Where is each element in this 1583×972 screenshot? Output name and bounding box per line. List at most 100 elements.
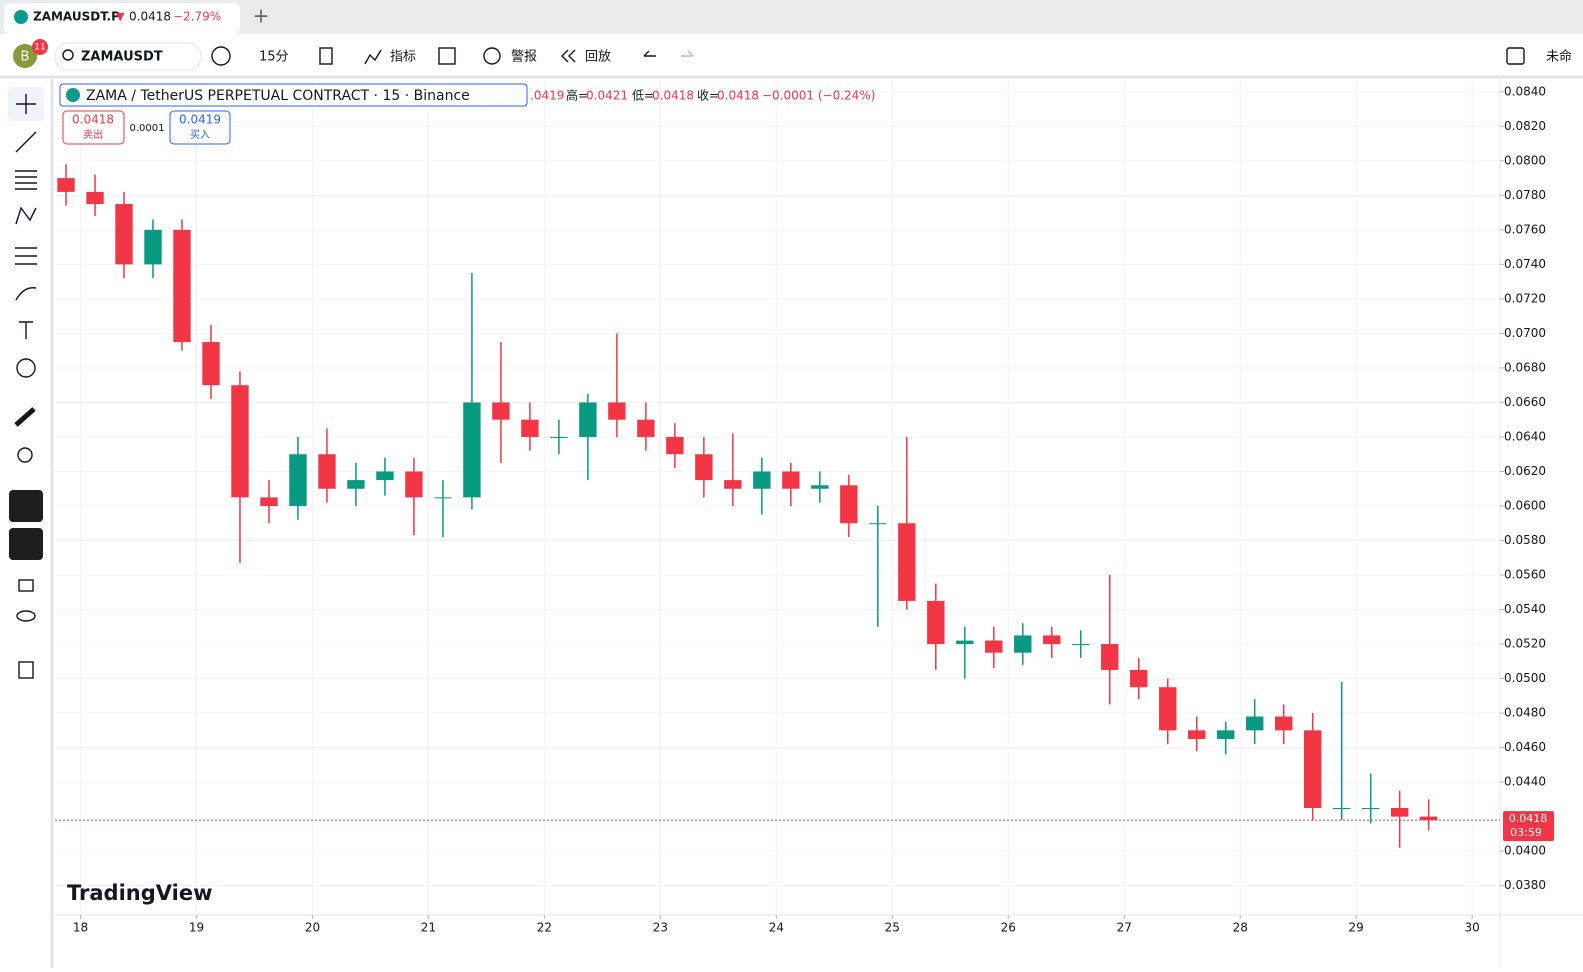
candle-body bbox=[753, 471, 771, 489]
x-tick-label: 27 bbox=[1117, 921, 1132, 935]
y-tick-label: 0.0500 bbox=[1504, 671, 1546, 685]
y-tick-label: 0.0820 bbox=[1504, 119, 1546, 133]
candle-body bbox=[1188, 730, 1206, 739]
tab-logo bbox=[14, 10, 28, 24]
x-tick-label: 19 bbox=[189, 921, 204, 935]
y-tick-label: 0.0840 bbox=[1504, 84, 1546, 98]
y-tick-label: 0.0660 bbox=[1504, 395, 1546, 409]
candle-body bbox=[521, 419, 539, 437]
legend-high: 0.0421 bbox=[586, 89, 628, 103]
buy-button[interactable] bbox=[169, 110, 231, 145]
last-price-tag bbox=[1503, 811, 1554, 842]
magnet-button[interactable] bbox=[9, 490, 43, 522]
y-tick-label: 0.0760 bbox=[1504, 222, 1546, 236]
y-tick-label: 0.0620 bbox=[1504, 464, 1546, 478]
candle-body bbox=[463, 402, 481, 498]
candle-body bbox=[260, 497, 278, 506]
y-tick-label: 0.0640 bbox=[1504, 429, 1546, 443]
x-tick-label: 22 bbox=[537, 921, 552, 935]
text-button[interactable] bbox=[19, 321, 33, 339]
compare-button[interactable] bbox=[211, 46, 231, 66]
candle-body bbox=[376, 471, 394, 481]
x-tick-label: 20 bbox=[305, 921, 320, 935]
spread: 0.0001 bbox=[130, 123, 165, 134]
indicators-button[interactable]: 指标 bbox=[390, 50, 416, 65]
layouts-button[interactable] bbox=[438, 47, 456, 65]
y-tick-label: 0.0560 bbox=[1504, 568, 1546, 582]
sell-button[interactable] bbox=[62, 110, 125, 145]
candle-body bbox=[550, 436, 568, 438]
hide-button[interactable] bbox=[16, 610, 36, 622]
tab[interactable] bbox=[4, 3, 240, 34]
legend-box[interactable] bbox=[59, 83, 528, 107]
pattern-button[interactable] bbox=[15, 206, 37, 225]
candle-body bbox=[1101, 644, 1119, 670]
undo-button[interactable] bbox=[643, 50, 656, 57]
candle-body bbox=[347, 480, 365, 489]
y-tick-label: 0.0700 bbox=[1504, 326, 1546, 340]
chart-type-button[interactable] bbox=[319, 47, 333, 65]
candle-body bbox=[1217, 730, 1235, 739]
legend-open: .0419 bbox=[530, 89, 564, 103]
y-tick-label: 0.0740 bbox=[1504, 257, 1546, 271]
grid bbox=[55, 78, 1500, 915]
candle-body bbox=[1043, 635, 1061, 645]
delete-button[interactable] bbox=[18, 661, 34, 679]
candle-body bbox=[231, 385, 249, 498]
candle-body bbox=[869, 523, 887, 525]
tab-arrow: ▼ bbox=[116, 10, 125, 23]
y-tick-label: 0.0460 bbox=[1504, 740, 1546, 754]
avatar[interactable] bbox=[13, 44, 37, 68]
x-tick-label: 23 bbox=[653, 921, 668, 935]
buy-label: 买入 bbox=[190, 129, 210, 141]
candle-body bbox=[1361, 808, 1380, 810]
candle-body bbox=[434, 497, 452, 499]
candle-body bbox=[579, 402, 597, 437]
replay-icon bbox=[561, 49, 576, 63]
candle-body bbox=[1072, 644, 1090, 646]
top-toolbar bbox=[0, 34, 1583, 76]
symbol-search[interactable] bbox=[54, 42, 202, 71]
candle-body bbox=[202, 342, 220, 386]
tab-change: −2.79% bbox=[173, 10, 221, 24]
legend-logo bbox=[66, 88, 80, 102]
interval-button[interactable]: 15分 bbox=[259, 50, 289, 65]
x-tick-label: 21 bbox=[421, 921, 436, 935]
candle-body bbox=[927, 600, 945, 645]
zoom-button[interactable] bbox=[17, 447, 33, 463]
crosshair-icon bbox=[16, 94, 36, 114]
alert-button[interactable]: 警报 bbox=[511, 49, 537, 65]
y-tick-label: 0.0780 bbox=[1504, 188, 1546, 202]
y-tick-label: 0.0540 bbox=[1504, 602, 1546, 616]
sell-label: 卖出 bbox=[83, 128, 103, 141]
emoji-button[interactable] bbox=[16, 358, 36, 378]
layout-name[interactable]: 未命 bbox=[1546, 49, 1572, 65]
redo-button[interactable] bbox=[681, 50, 694, 57]
y-tick-label: 0.0720 bbox=[1504, 291, 1546, 305]
x-tick-label: 28 bbox=[1233, 921, 1248, 935]
brush-button[interactable] bbox=[15, 287, 37, 301]
fib-button[interactable] bbox=[15, 170, 37, 190]
candle-body bbox=[173, 229, 191, 343]
fullscreen-button[interactable] bbox=[1506, 47, 1525, 65]
forecast-button[interactable] bbox=[15, 247, 37, 265]
stay-drawing-button[interactable] bbox=[9, 528, 43, 560]
legend-low-label: 低= bbox=[632, 89, 654, 103]
replay-button[interactable]: 回放 bbox=[585, 50, 611, 65]
last-price-label: 0.0418 bbox=[1509, 812, 1548, 825]
candle-body bbox=[811, 485, 829, 489]
candle-body bbox=[1246, 716, 1264, 731]
tab-symbol: ZAMAUSDT.P bbox=[33, 10, 120, 24]
lock-button[interactable] bbox=[18, 579, 34, 592]
legend-title: ZAMA / TetherUS PERPETUAL CONTRACT · 15 … bbox=[86, 88, 470, 104]
trendline-button[interactable] bbox=[15, 131, 37, 153]
x-tick-label: 25 bbox=[885, 921, 900, 935]
measure-button[interactable] bbox=[14, 407, 36, 427]
candle-body bbox=[1390, 808, 1409, 817]
new-tab[interactable]: + bbox=[253, 4, 270, 28]
legend-low: 0.0418 bbox=[652, 89, 694, 103]
candle-body bbox=[637, 419, 655, 437]
badge bbox=[32, 39, 48, 55]
